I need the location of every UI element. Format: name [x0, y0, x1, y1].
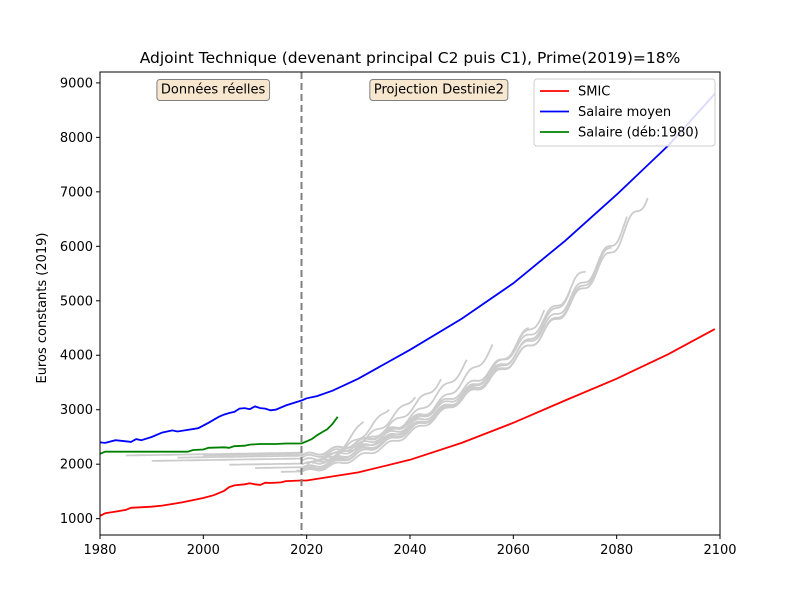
career-curves [125, 197, 649, 473]
y-tick-label: 6000 [60, 240, 93, 255]
x-tick-label: 2020 [290, 543, 323, 558]
y-tick-label: 4000 [60, 349, 93, 364]
series-lines [100, 93, 716, 517]
annotation-box-2 [369, 78, 509, 101]
y-tick-label: 3000 [60, 403, 93, 418]
career-curve-9 [301, 359, 468, 470]
annotation-1: Données réelles [156, 78, 271, 101]
y-axis-label: Euros constants (2019) [35, 232, 50, 383]
y-tick-label: 5000 [60, 294, 93, 309]
y-tick-label: 8000 [60, 131, 93, 146]
legend-label-1: SMIC [578, 85, 610, 100]
x-tick-label: 2000 [187, 543, 220, 558]
x-tick-label: 2100 [703, 543, 736, 558]
annotation-box-1 [156, 78, 271, 101]
y-tick-label: 1000 [60, 512, 93, 527]
legend-box [533, 78, 716, 147]
career-curve-5 [229, 290, 572, 466]
y-tick-label: 2000 [60, 458, 93, 473]
chart-title: Adjoint Technique (devenant principal C2… [140, 49, 681, 67]
career-curve-11 [311, 396, 416, 464]
x-tick-label: 2080 [600, 543, 633, 558]
annotation-text-1: Données réelles [161, 82, 266, 97]
x-tick-label: 2060 [497, 543, 530, 558]
series-line-2 [100, 93, 716, 444]
y-tick-label: 7000 [60, 185, 93, 200]
annotation-text-2: Projection Destinie2 [374, 82, 504, 97]
career-curve-13 [321, 421, 365, 461]
career-curve-4 [203, 270, 586, 457]
career-curve-7 [280, 327, 530, 473]
x-tick-label: 2040 [393, 543, 426, 558]
series-line-3 [100, 416, 339, 455]
legend-label-2: Salaire moyen [578, 105, 671, 120]
y-tick-label: 9000 [60, 76, 93, 91]
legend: SMIC Salaire moyen Salaire (déb:1980) [533, 78, 716, 147]
legend-label-3: Salaire (déb:1980) [578, 126, 699, 141]
annotations: Données réelles Projection Destinie2 [156, 78, 509, 101]
x-tick-label: 1980 [83, 543, 116, 558]
axes: 1980 2000 2020 2040 2060 2080 2100 1000 2000 3000… [60, 71, 737, 558]
career-curve-8 [296, 343, 494, 472]
career-curve-12 [316, 409, 390, 463]
annotation-2: Projection Destinie2 [369, 78, 509, 101]
series-line-1 [100, 328, 716, 517]
